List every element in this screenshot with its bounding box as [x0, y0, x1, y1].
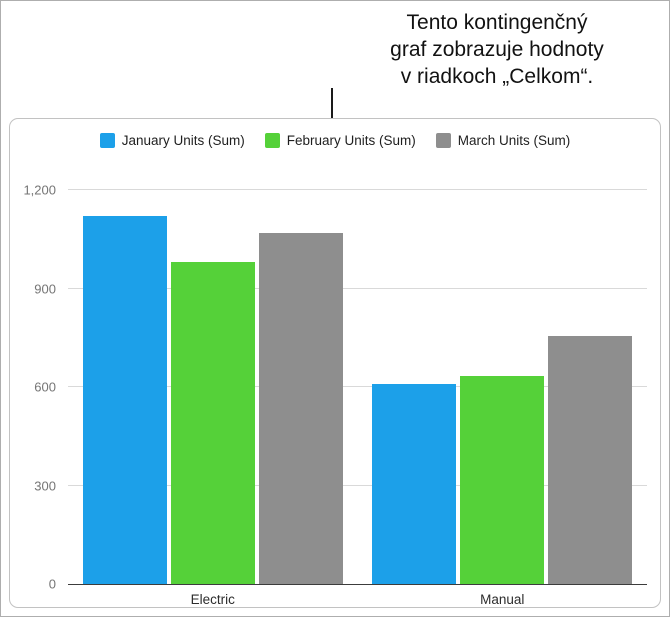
gridline [68, 189, 647, 190]
gridline [68, 287, 647, 289]
legend-label: March Units (Sum) [457, 133, 571, 148]
category-label-electric: Electric [190, 592, 235, 607]
legend-item: February Units (Sum) [264, 133, 416, 148]
legend-swatch [435, 133, 451, 148]
chart-card: January Units (Sum) February Units (Sum) M… [9, 118, 661, 608]
y-tick-label: 600 [34, 379, 56, 395]
bar-group-electric [68, 190, 358, 584]
bar-groups [68, 190, 647, 584]
legend-item: January Units (Sum) [99, 133, 245, 148]
bar-january-electric [82, 216, 167, 584]
callout-text: Tento kontingenčný graf zobrazuje hodnot… [331, 9, 663, 90]
category-label-manual: Manual [480, 592, 525, 607]
callout-text-line-2: graf zobrazuje hodnoty [390, 38, 604, 61]
bar-group-manual [358, 190, 648, 584]
plot-area [68, 189, 647, 585]
category-labels: Electric Manual [68, 592, 647, 607]
bar-february-electric [170, 262, 255, 584]
legend-label: January Units (Sum) [121, 133, 245, 148]
bar-february-manual [460, 375, 545, 584]
bar-january-manual [372, 383, 457, 584]
y-tick-label: 0 [48, 576, 56, 592]
gridline [68, 386, 647, 387]
legend-item: March Units (Sum) [435, 133, 571, 148]
legend-label: February Units (Sum) [286, 133, 416, 148]
legend-swatch [99, 133, 115, 148]
callout-connector-line [331, 88, 333, 119]
y-axis-labels: 0 300 600 900 1,200 [10, 183, 56, 592]
bar-march-manual [548, 336, 633, 584]
bar-march-electric [258, 232, 343, 584]
gridline [68, 484, 647, 486]
legend: January Units (Sum) February Units (Sum) M… [10, 133, 660, 148]
y-tick-label: 900 [34, 281, 56, 296]
y-tick-label: 1,200 [23, 182, 56, 198]
callout-text-line-1: Tento kontingenčný [406, 11, 588, 34]
legend-swatch [264, 133, 280, 148]
callout-text-line-3: v riadkoch „Celkom“. [400, 65, 594, 88]
y-tick-label: 300 [34, 478, 56, 493]
